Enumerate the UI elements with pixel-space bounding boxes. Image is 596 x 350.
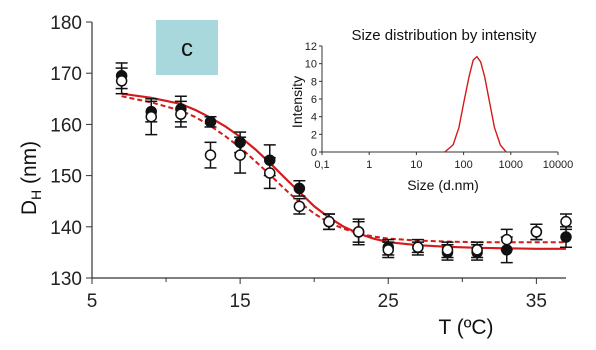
inset-y-tick-label: 12 bbox=[305, 41, 317, 53]
data-point-open bbox=[352, 220, 365, 243]
inset-x-tick-label: 10000 bbox=[543, 159, 574, 171]
data-point-filled bbox=[204, 115, 217, 128]
x-axis-title: T (ºC) bbox=[438, 316, 493, 339]
y-axis-title: DH (nm) bbox=[18, 141, 44, 215]
marker-open bbox=[204, 149, 217, 161]
data-point-open bbox=[263, 156, 276, 190]
inset-series-line bbox=[444, 55, 507, 153]
y-tick-label: 130 bbox=[50, 269, 82, 290]
inset-y-tick-label: 8 bbox=[311, 76, 317, 88]
marker-open bbox=[175, 108, 187, 120]
data-point-open bbox=[234, 136, 247, 174]
x-tick-label: 5 bbox=[87, 291, 98, 312]
y-tick-label: 140 bbox=[50, 218, 82, 239]
marker-open bbox=[145, 110, 157, 123]
data-points bbox=[115, 62, 572, 264]
marker-filled bbox=[560, 231, 572, 243]
marker-open bbox=[560, 215, 572, 228]
x-tick-label: 25 bbox=[378, 291, 399, 312]
inset-x-tick-label: 1000 bbox=[499, 159, 523, 171]
data-point-open bbox=[411, 241, 424, 254]
inset-x-axis-title: Size (d.nm) bbox=[407, 177, 479, 193]
data-point-open bbox=[441, 241, 454, 259]
y-axis-title-subscript: H bbox=[28, 190, 44, 200]
marker-open bbox=[412, 241, 424, 254]
data-point-open bbox=[115, 67, 128, 95]
marker-filled bbox=[204, 116, 217, 128]
data-point-open bbox=[382, 241, 395, 259]
fit-line-solid bbox=[121, 92, 566, 250]
y-tick-label: 170 bbox=[50, 64, 82, 85]
data-point-open bbox=[323, 213, 335, 231]
fit-lines bbox=[121, 92, 566, 250]
inset-y-tick-label: 4 bbox=[311, 112, 317, 124]
inset-x-tick-label: 100 bbox=[454, 159, 472, 171]
y-tick-label: 180 bbox=[50, 13, 82, 34]
y-axis-title-main: D bbox=[18, 200, 41, 215]
panel-label: c bbox=[181, 35, 193, 62]
inset-distribution-curve bbox=[444, 55, 507, 153]
marker-open bbox=[323, 215, 335, 228]
marker-open bbox=[441, 244, 454, 256]
marker-open bbox=[293, 200, 306, 213]
marker-open bbox=[352, 226, 365, 238]
inset-y-axis-title: Intensity bbox=[289, 76, 305, 128]
marker-open bbox=[530, 226, 543, 238]
marker-open bbox=[471, 244, 483, 256]
inset-y-tick-label: 2 bbox=[311, 129, 317, 141]
panel-label-box bbox=[156, 20, 218, 75]
y-tick-label: 160 bbox=[50, 115, 82, 136]
marker-open bbox=[234, 149, 246, 161]
data-point-filled bbox=[293, 179, 306, 197]
data-point-open bbox=[204, 141, 217, 169]
inset-y-tick-label: 0 bbox=[311, 147, 317, 159]
inset-y-tick-label: 10 bbox=[305, 59, 317, 71]
data-point-open bbox=[560, 213, 572, 231]
inset-x-tick-label: 0,1 bbox=[314, 159, 329, 171]
y-axis-title-unit: (nm) bbox=[18, 141, 41, 190]
data-point-open bbox=[293, 197, 306, 215]
data-point-open bbox=[471, 241, 484, 259]
marker-open bbox=[501, 233, 513, 246]
inset-plot-area: 0 2 4 6 8 10 12 0,1 1 10 100 1000 10000 bbox=[305, 41, 574, 171]
marker-open bbox=[264, 167, 276, 179]
inset-title: Size distribution by intensity bbox=[351, 27, 537, 44]
inset-x-tick-label: 1 bbox=[366, 159, 372, 171]
data-point-open bbox=[145, 98, 158, 136]
x-tick-label: 35 bbox=[526, 291, 547, 312]
inset-x-tick-label: 10 bbox=[410, 159, 422, 171]
inset-y-tick-label: 6 bbox=[311, 94, 317, 106]
data-point-open bbox=[530, 223, 543, 241]
x-tick-label: 15 bbox=[230, 291, 251, 312]
marker-open bbox=[382, 244, 394, 256]
y-tick-label: 150 bbox=[50, 167, 82, 188]
data-point-filled bbox=[560, 226, 572, 249]
data-point-open bbox=[500, 228, 513, 251]
data-point-open bbox=[174, 100, 187, 128]
marker-filled bbox=[293, 182, 306, 195]
marker-open bbox=[115, 75, 128, 87]
